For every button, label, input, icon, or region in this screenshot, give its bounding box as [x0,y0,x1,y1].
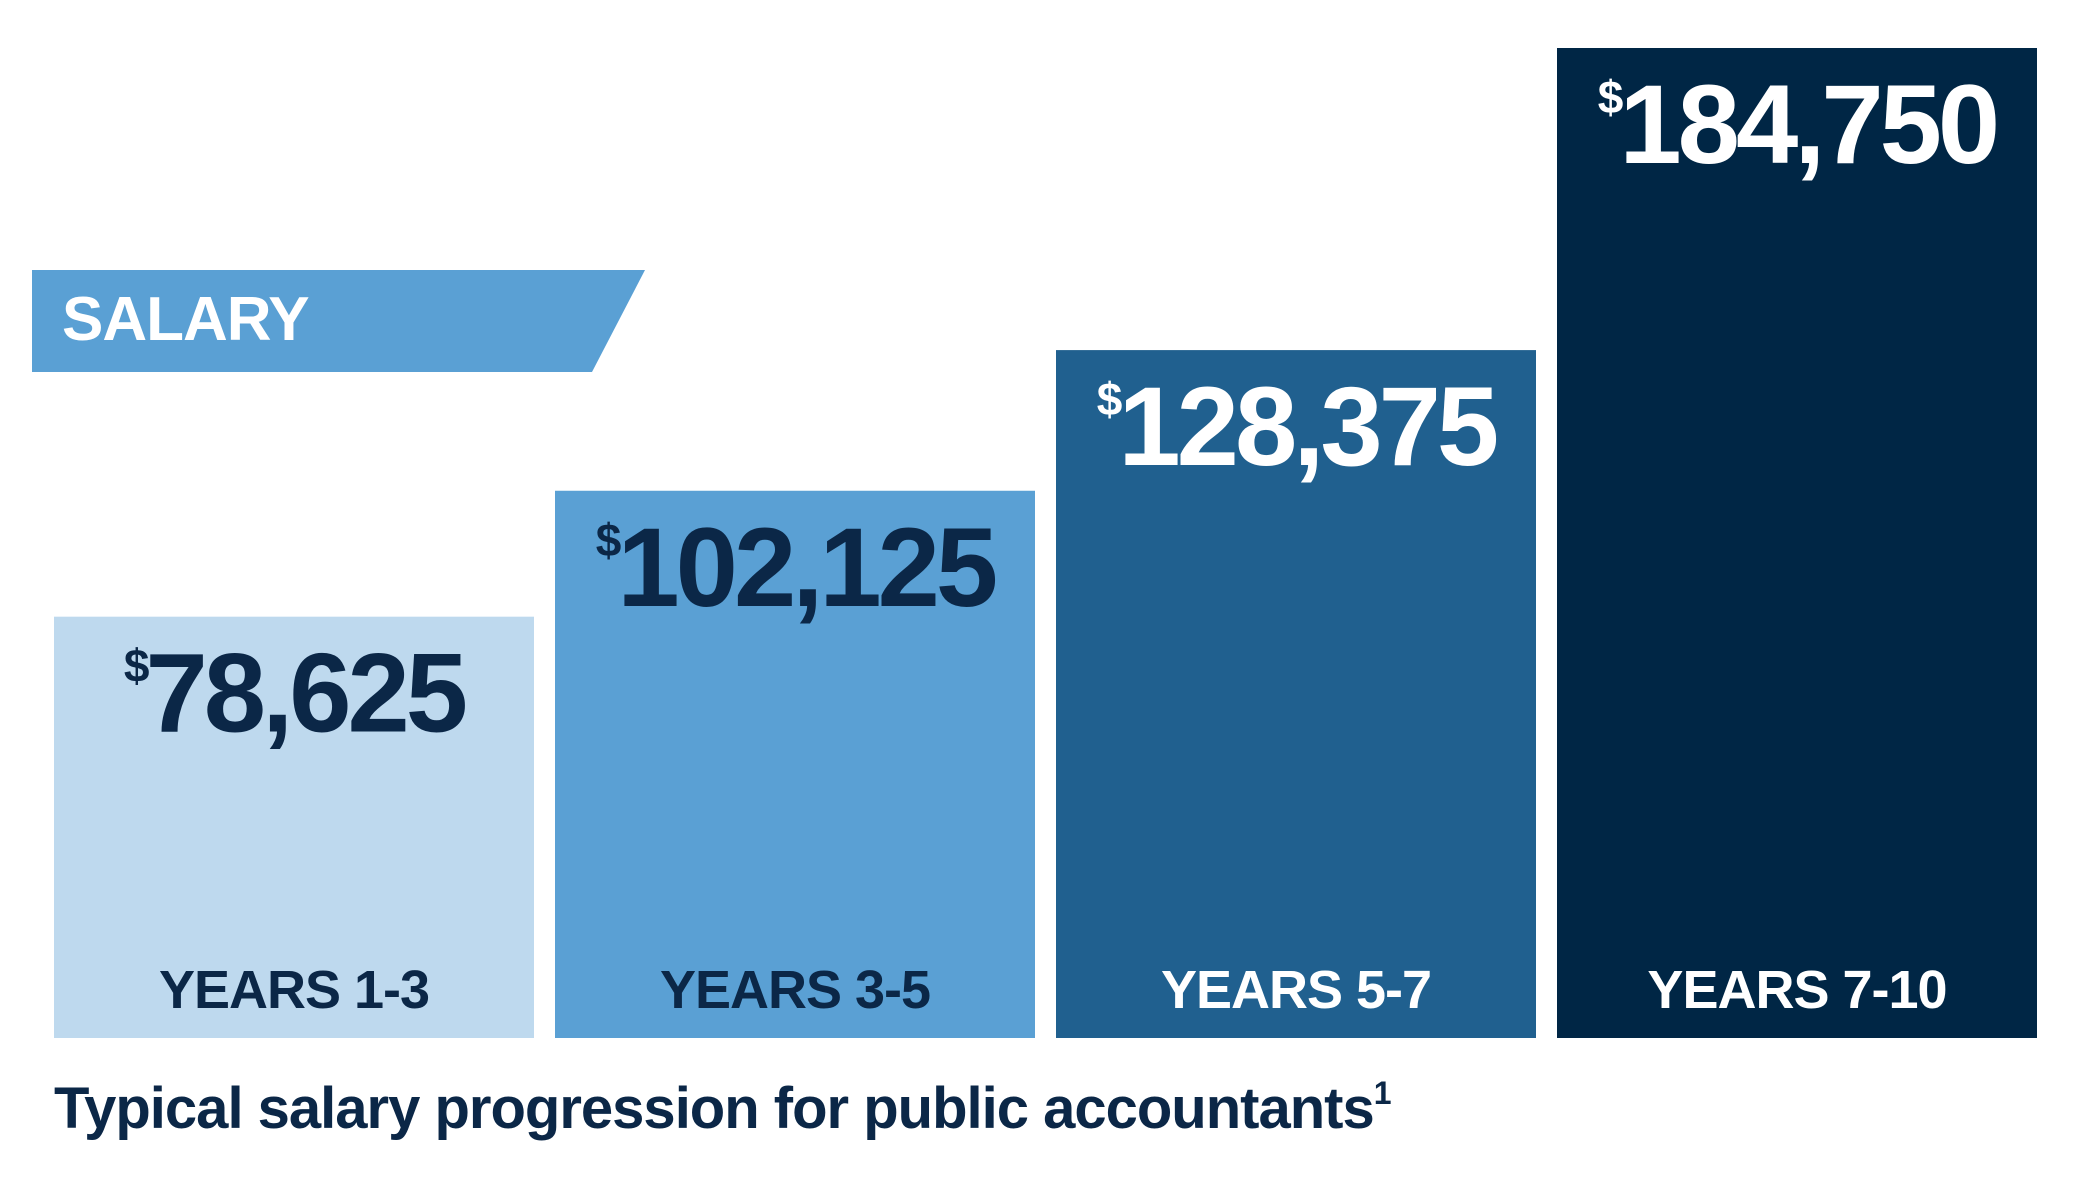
chart-caption-text: Typical salary progression for public ac… [54,1076,1374,1141]
bar-value-label-4: $184,750 [1598,62,1996,187]
salary-banner: SALARY [32,270,645,372]
bar-value-label-1: $78,625 [124,631,466,756]
bar-category-label-3: YEARS 5-7 [1161,960,1431,1020]
value-number: 184,750 [1619,62,1996,187]
bar-category-label-1: YEARS 1-3 [159,960,429,1020]
salary-banner-label: SALARY [62,285,309,354]
bars-group: $78,625 YEARS 1-3 $102,125 YEARS 3-5 $128,37… [54,48,2037,1038]
value-number: 78,625 [146,631,466,756]
value-number: 128,375 [1118,364,1497,489]
bar-4 [1557,48,2037,1038]
bar-3 [1056,350,1536,1038]
bar-2 [555,490,1035,1038]
bar-1 [54,616,534,1038]
bar-value-label-3: $128,375 [1097,364,1497,489]
bar-category-label-2: YEARS 3-5 [660,960,930,1020]
chart-caption: Typical salary progression for public ac… [54,1075,1391,1141]
chart-caption-footnote: 1 [1374,1075,1391,1111]
bar-value-label-2: $102,125 [596,505,996,630]
salary-banner-shape [32,270,645,372]
bar-category-label-4: YEARS 7-10 [1647,960,1946,1020]
value-number: 102,125 [617,505,996,630]
